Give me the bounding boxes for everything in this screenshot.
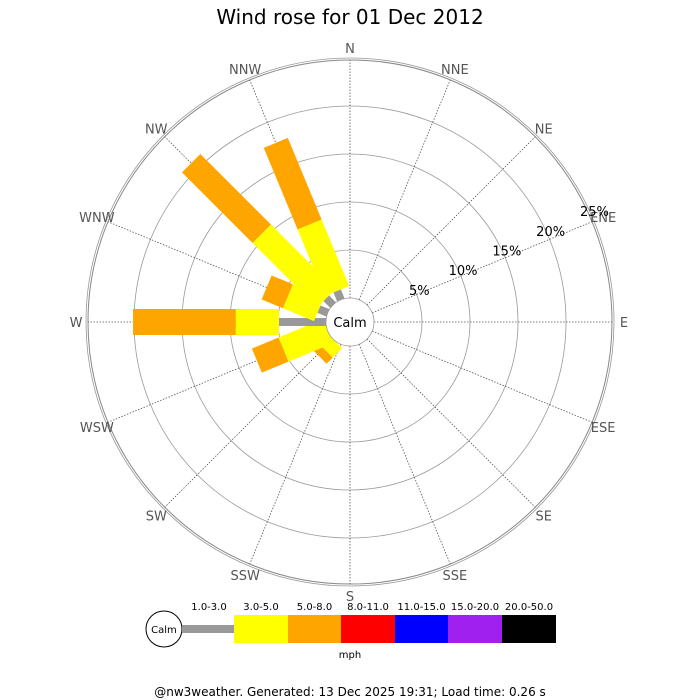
bar-sw-bin-2 bbox=[308, 339, 333, 364]
direction-label-nw: NW bbox=[145, 122, 168, 137]
direction-label-n: N bbox=[345, 42, 355, 57]
spoke-ssw bbox=[249, 344, 342, 565]
bar-wnw-bin-1 bbox=[282, 284, 324, 322]
legend-bin-label-5: 15.0-20.0 bbox=[451, 602, 499, 613]
chart-title: Wind rose for 01 Dec 2012 bbox=[216, 5, 483, 29]
spoke-se bbox=[366, 338, 536, 508]
direction-label-se: SE bbox=[536, 510, 552, 525]
legend-swatch-3 bbox=[341, 615, 395, 643]
footer-text: @nw3weather. Generated: 13 Dec 2025 19:3… bbox=[154, 685, 546, 699]
bar-nnw-bin-2 bbox=[263, 137, 322, 230]
radial-tick-5: 5% bbox=[409, 284, 430, 299]
bar-wnw-bin-2 bbox=[261, 275, 293, 309]
spoke-ene bbox=[372, 221, 593, 314]
spoke-sse bbox=[358, 344, 451, 565]
bar-nnw-bin-0 bbox=[333, 289, 345, 302]
legend-bin-label-1: 3.0-5.0 bbox=[243, 602, 278, 613]
legend-bin-label-0: 1.0-3.0 bbox=[191, 602, 226, 613]
radial-tick-15: 15% bbox=[492, 244, 521, 259]
direction-label-ene: ENE bbox=[590, 211, 616, 226]
bar-nw-bin-1 bbox=[252, 224, 336, 308]
wind-bars bbox=[133, 137, 350, 373]
direction-label-nne: NNE bbox=[441, 63, 469, 78]
direction-label-ne: NE bbox=[535, 122, 553, 137]
direction-label-s: S bbox=[346, 590, 354, 605]
legend-unit-label: mph bbox=[339, 650, 361, 661]
bar-wnw-bin-0 bbox=[317, 305, 330, 317]
spoke-ese bbox=[372, 330, 593, 423]
direction-label-ese: ESE bbox=[591, 421, 616, 436]
radial-tick-10: 10% bbox=[449, 264, 478, 279]
direction-label-w: W bbox=[70, 316, 83, 331]
bar-nnw-bin-1 bbox=[297, 219, 350, 296]
bar-nw-bin-2 bbox=[181, 153, 271, 243]
legend-swatch-6 bbox=[502, 615, 556, 643]
radial-tick-25: 25% bbox=[580, 205, 609, 220]
grid-ring-25 bbox=[85, 57, 615, 587]
bar-wsw-bin-1 bbox=[278, 319, 333, 362]
direction-label-sw: SW bbox=[146, 510, 167, 525]
calm-center: Calm bbox=[325, 297, 375, 347]
bar-nw-bin-0 bbox=[323, 295, 336, 308]
legend-bin-label-6: 20.0-50.0 bbox=[505, 602, 553, 613]
direction-labels: N NNE NE ENE E ESE SE SSE S SSW SW WSW W WNW NW NNW bbox=[70, 42, 629, 605]
direction-label-e: E bbox=[620, 316, 628, 331]
radial-tick-labels: 5% 10% 15% 20% 25% bbox=[409, 205, 609, 299]
legend-bin-label-2: 5.0-8.0 bbox=[297, 602, 332, 613]
legend-swatch-0 bbox=[182, 625, 234, 633]
direction-label-nnw: NNW bbox=[229, 63, 261, 78]
direction-label-sse: SSE bbox=[442, 569, 467, 584]
bar-wsw-bin-2 bbox=[251, 337, 289, 373]
direction-label-ssw: SSW bbox=[230, 569, 260, 584]
legend-swatch-2 bbox=[288, 615, 341, 643]
legend-swatch-5 bbox=[448, 615, 502, 643]
legend-swatch-1 bbox=[234, 615, 288, 643]
legend-calm-label: Calm bbox=[151, 625, 177, 636]
legend-bin-label-3: 8.0-11.0 bbox=[347, 602, 389, 613]
spoke-ne bbox=[366, 136, 536, 306]
legend-bin-label-4: 11.0-15.0 bbox=[397, 602, 445, 613]
spoke-sw bbox=[164, 338, 334, 508]
direction-label-wsw: WSW bbox=[80, 421, 114, 436]
direction-label-wnw: WNW bbox=[79, 211, 115, 226]
speed-legend: Calm 1.0-3.0 3.0-5.0 5.0-8.0 8.0-11.0 11.0-15… bbox=[145, 602, 556, 661]
calm-circle bbox=[325, 297, 375, 347]
radial-tick-20: 20% bbox=[536, 225, 565, 240]
spoke-nne bbox=[358, 79, 451, 300]
legend-swatch-4 bbox=[395, 615, 448, 643]
calm-label: Calm bbox=[333, 316, 366, 331]
